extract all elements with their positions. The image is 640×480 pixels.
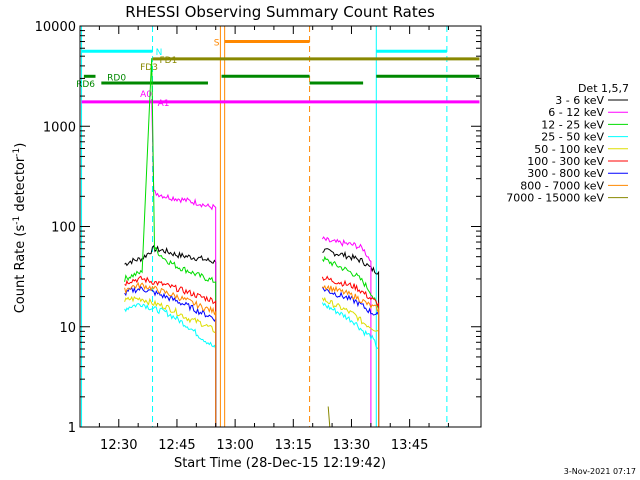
legend-entry-label-7: 800 - 7000 keV bbox=[520, 179, 604, 192]
flag-rd6-label: RD6 bbox=[76, 80, 95, 90]
series-line-6-seg-0 bbox=[124, 285, 217, 427]
y-axis-label-sup2: -1 bbox=[12, 148, 22, 157]
x-tick-label-4: 13:30 bbox=[333, 438, 370, 453]
x-axis: 12:30 12:45 13:00 13:15 13:30 13:45 bbox=[98, 26, 449, 453]
legend-title: Det 1,5,7 bbox=[578, 82, 629, 95]
series-line-1-seg-0 bbox=[151, 98, 217, 427]
y-axis: 1 10 100 1000 10000 bbox=[35, 20, 481, 436]
series-line-2-seg-0 bbox=[124, 58, 217, 427]
x-axis-label: Start Time (28-Dec-15 12:19:42) bbox=[174, 456, 386, 471]
legend-entry-label-0: 3 - 6 keV bbox=[555, 94, 604, 107]
legend-entry-label-1: 6 - 12 keV bbox=[548, 106, 604, 119]
legend-entry-label-4: 50 - 100 keV bbox=[534, 143, 604, 156]
y-tick-label-3: 1000 bbox=[43, 120, 76, 135]
series-line-4-seg-1 bbox=[321, 296, 380, 427]
y-tick-label-0: 1 bbox=[68, 421, 76, 436]
series-line-2-seg-1 bbox=[321, 255, 380, 427]
series-line-3-seg-0 bbox=[124, 303, 217, 427]
flag-fd1-label: FD1 bbox=[160, 56, 178, 66]
flag-rd0-label: RD0 bbox=[107, 73, 126, 83]
y-axis-label: Count Rate (s-1 detector-1) bbox=[12, 143, 28, 314]
series-line-8-seg-0 bbox=[327, 406, 331, 428]
legend-entry-label-8: 7000 - 15000 keV bbox=[506, 192, 604, 205]
legend-entry-label-6: 300 - 800 keV bbox=[527, 167, 604, 180]
series-line-1-seg-1 bbox=[321, 236, 372, 427]
series-line-0-seg-1 bbox=[322, 248, 380, 427]
x-tick-label-2: 13:00 bbox=[216, 438, 253, 453]
series-line-6-seg-1 bbox=[321, 286, 380, 427]
legend-entry-label-5: 100 - 300 keV bbox=[527, 155, 604, 168]
legend-entry-label-2: 12 - 25 keV bbox=[541, 118, 604, 131]
flag-s-label: S bbox=[214, 39, 220, 49]
x-tick-label-5: 13:45 bbox=[391, 438, 428, 453]
series-line-3-seg-1 bbox=[321, 302, 380, 427]
footer-timestamp: 3-Nov-2021 07:17 bbox=[564, 467, 636, 476]
chart-title: RHESSI Observing Summary Count Rates bbox=[125, 3, 435, 21]
series-line-7-seg-1 bbox=[322, 284, 380, 427]
flag-a0-label: A0 bbox=[140, 90, 152, 100]
flag-fd3-label: FD3 bbox=[140, 63, 158, 73]
series-line-4-seg-0 bbox=[124, 295, 217, 427]
flag-a1-label: A1 bbox=[158, 99, 170, 109]
series-line-5-seg-0 bbox=[124, 275, 217, 427]
x-tick-label-3: 13:15 bbox=[275, 438, 312, 453]
x-tick-label-1: 12:45 bbox=[158, 438, 195, 453]
y-axis-label-main: Count Rate (s bbox=[13, 225, 28, 314]
plot-frame bbox=[79, 25, 482, 428]
legend-entry-label-3: 25 - 50 keV bbox=[541, 131, 604, 144]
flag-n-label: N bbox=[156, 48, 163, 58]
y-tick-label-1: 10 bbox=[59, 321, 76, 336]
series-line-7-seg-0 bbox=[124, 281, 217, 427]
series-line-0-seg-0 bbox=[124, 244, 217, 427]
y-tick-label-2: 100 bbox=[51, 221, 76, 236]
series-line-5-seg-1 bbox=[321, 275, 380, 427]
y-axis-label-end: ) bbox=[13, 143, 28, 148]
y-tick-label-4: 10000 bbox=[35, 20, 76, 35]
x-tick-label-0: 12:30 bbox=[100, 438, 137, 453]
y-axis-label-sup: -1 bbox=[12, 216, 22, 225]
y-axis-label-mid: detector bbox=[13, 156, 28, 216]
